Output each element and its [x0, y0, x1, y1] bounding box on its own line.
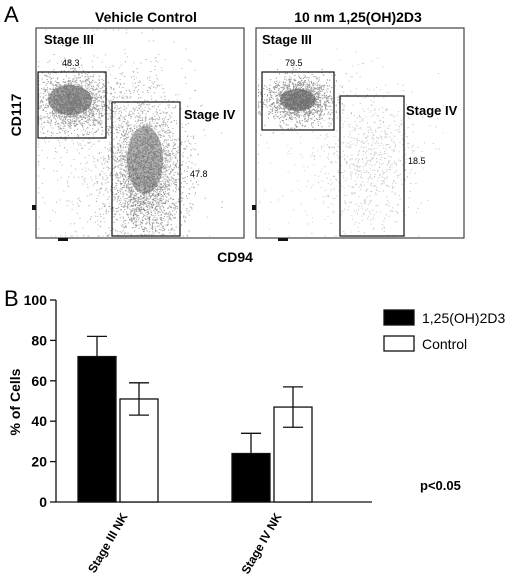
category-label: Stage III NK	[85, 510, 131, 575]
error-bar	[87, 335, 107, 357]
bar-chart-y-ticks: 0 20 40 60 80 100	[24, 292, 56, 510]
bar-chart-y-axis-label: % of Cells	[7, 368, 23, 435]
bar-chart-legend: 1,25(OH)2D3 Control	[383, 309, 505, 352]
legend-label: 1,25(OH)2D3	[422, 310, 505, 326]
panel-a-y-axis-label: CD117	[8, 93, 24, 136]
bar	[77, 355, 117, 503]
y-tick-label: 40	[31, 413, 47, 429]
bar	[231, 452, 271, 503]
flow-plot-2-gate-stage3-name: Stage III	[262, 32, 312, 47]
flow-plot-2-events	[252, 29, 444, 241]
bar-chart-categories: Stage III NK Stage IV NK	[85, 510, 285, 576]
y-tick-label: 20	[31, 454, 47, 470]
bar-chart-significance: p<0.05	[420, 478, 461, 493]
flow-plot-2-frame	[255, 27, 465, 239]
flow-plot-2-title: 10 nm 1,25(OH)2D3	[294, 9, 422, 25]
panel-a-x-axis-label: CD94	[217, 249, 253, 265]
bar	[119, 398, 159, 503]
y-tick-label: 0	[39, 494, 47, 510]
flow-plot-1-events	[32, 29, 223, 241]
error-bar	[283, 386, 303, 428]
flow-plot-1-gate-stage4-percent: 47.8	[190, 169, 208, 179]
legend-label: Control	[422, 336, 467, 352]
panel-a-label: A	[4, 2, 19, 27]
y-tick-label: 80	[31, 332, 47, 348]
flow-plot-1-gate-stage4-name: Stage IV	[184, 107, 236, 122]
flow-plot-2-gate-stage4	[339, 95, 405, 237]
flow-plot-1-gate-stage3-percent: 48.3	[62, 58, 80, 68]
flow-plot-1-gate-stage3	[37, 71, 107, 139]
flow-plot-2-gate-stage4-percent: 18.5	[408, 156, 426, 166]
category-label: Stage IV NK	[238, 510, 284, 576]
flow-plot-1-title: Vehicle Control	[95, 9, 197, 25]
flow-plot-2-gate-stage3-percent: 79.5	[285, 58, 303, 68]
y-tick-label: 100	[24, 292, 48, 308]
flow-plot-1-gate-stage4	[111, 101, 181, 237]
error-bar	[129, 382, 149, 416]
flow-plot-2-gate-stage3	[261, 71, 335, 131]
error-bar	[241, 432, 261, 454]
panel-b-label: B	[4, 286, 19, 311]
legend-swatch	[383, 335, 415, 352]
y-tick-label: 60	[31, 373, 47, 389]
legend-swatch	[383, 309, 415, 326]
flow-plot-1-gate-stage3-name: Stage III	[44, 32, 94, 47]
flow-plot-2-gate-stage4-name: Stage IV	[406, 103, 458, 118]
bar-chart-marks	[77, 335, 313, 503]
